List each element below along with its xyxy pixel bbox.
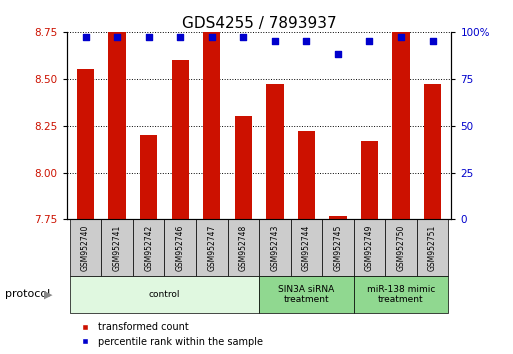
Point bbox=[302, 38, 310, 44]
Bar bbox=[196, 219, 228, 276]
Text: GSM952747: GSM952747 bbox=[207, 224, 216, 271]
Title: GDS4255 / 7893937: GDS4255 / 7893937 bbox=[182, 16, 337, 31]
Text: GSM952750: GSM952750 bbox=[397, 224, 405, 271]
Text: protocol: protocol bbox=[5, 290, 50, 299]
Bar bbox=[424, 84, 441, 219]
Bar bbox=[353, 276, 448, 313]
Bar bbox=[259, 219, 290, 276]
Text: GSM952749: GSM952749 bbox=[365, 224, 374, 271]
Bar bbox=[70, 276, 259, 313]
Text: GSM952741: GSM952741 bbox=[113, 224, 122, 271]
Bar bbox=[77, 69, 94, 219]
Text: control: control bbox=[149, 290, 180, 299]
Bar bbox=[165, 219, 196, 276]
Bar bbox=[228, 219, 259, 276]
Legend: transformed count, percentile rank within the sample: transformed count, percentile rank withi… bbox=[71, 318, 267, 351]
Point bbox=[365, 38, 373, 44]
Bar bbox=[290, 219, 322, 276]
Text: miR-138 mimic
treatment: miR-138 mimic treatment bbox=[367, 285, 435, 304]
Point bbox=[82, 35, 90, 40]
Text: ▶: ▶ bbox=[44, 290, 52, 299]
Bar bbox=[417, 219, 448, 276]
Text: GSM952742: GSM952742 bbox=[144, 224, 153, 271]
Bar bbox=[353, 219, 385, 276]
Bar bbox=[140, 135, 157, 219]
Point bbox=[113, 35, 121, 40]
Point bbox=[397, 35, 405, 40]
Point bbox=[145, 35, 153, 40]
Text: GSM952751: GSM952751 bbox=[428, 224, 437, 271]
Text: SIN3A siRNA
treatment: SIN3A siRNA treatment bbox=[278, 285, 334, 304]
Text: GSM952748: GSM952748 bbox=[239, 224, 248, 271]
Bar bbox=[392, 32, 410, 219]
Point bbox=[271, 38, 279, 44]
Point bbox=[208, 35, 216, 40]
Bar bbox=[329, 216, 347, 219]
Bar bbox=[266, 84, 284, 219]
Text: GSM952740: GSM952740 bbox=[81, 224, 90, 271]
Bar bbox=[385, 219, 417, 276]
Text: GSM952743: GSM952743 bbox=[270, 224, 280, 271]
Bar bbox=[361, 141, 378, 219]
Text: GSM952746: GSM952746 bbox=[176, 224, 185, 271]
Point bbox=[176, 35, 184, 40]
Point bbox=[428, 38, 437, 44]
Bar bbox=[102, 219, 133, 276]
Bar bbox=[171, 60, 189, 219]
Bar bbox=[234, 116, 252, 219]
Bar bbox=[108, 32, 126, 219]
Bar bbox=[203, 32, 221, 219]
Text: GSM952745: GSM952745 bbox=[333, 224, 342, 271]
Bar bbox=[70, 219, 102, 276]
Point bbox=[334, 52, 342, 57]
Bar bbox=[298, 131, 315, 219]
Bar bbox=[322, 219, 353, 276]
Bar bbox=[259, 276, 353, 313]
Bar bbox=[133, 219, 165, 276]
Text: GSM952744: GSM952744 bbox=[302, 224, 311, 271]
Point bbox=[239, 35, 247, 40]
